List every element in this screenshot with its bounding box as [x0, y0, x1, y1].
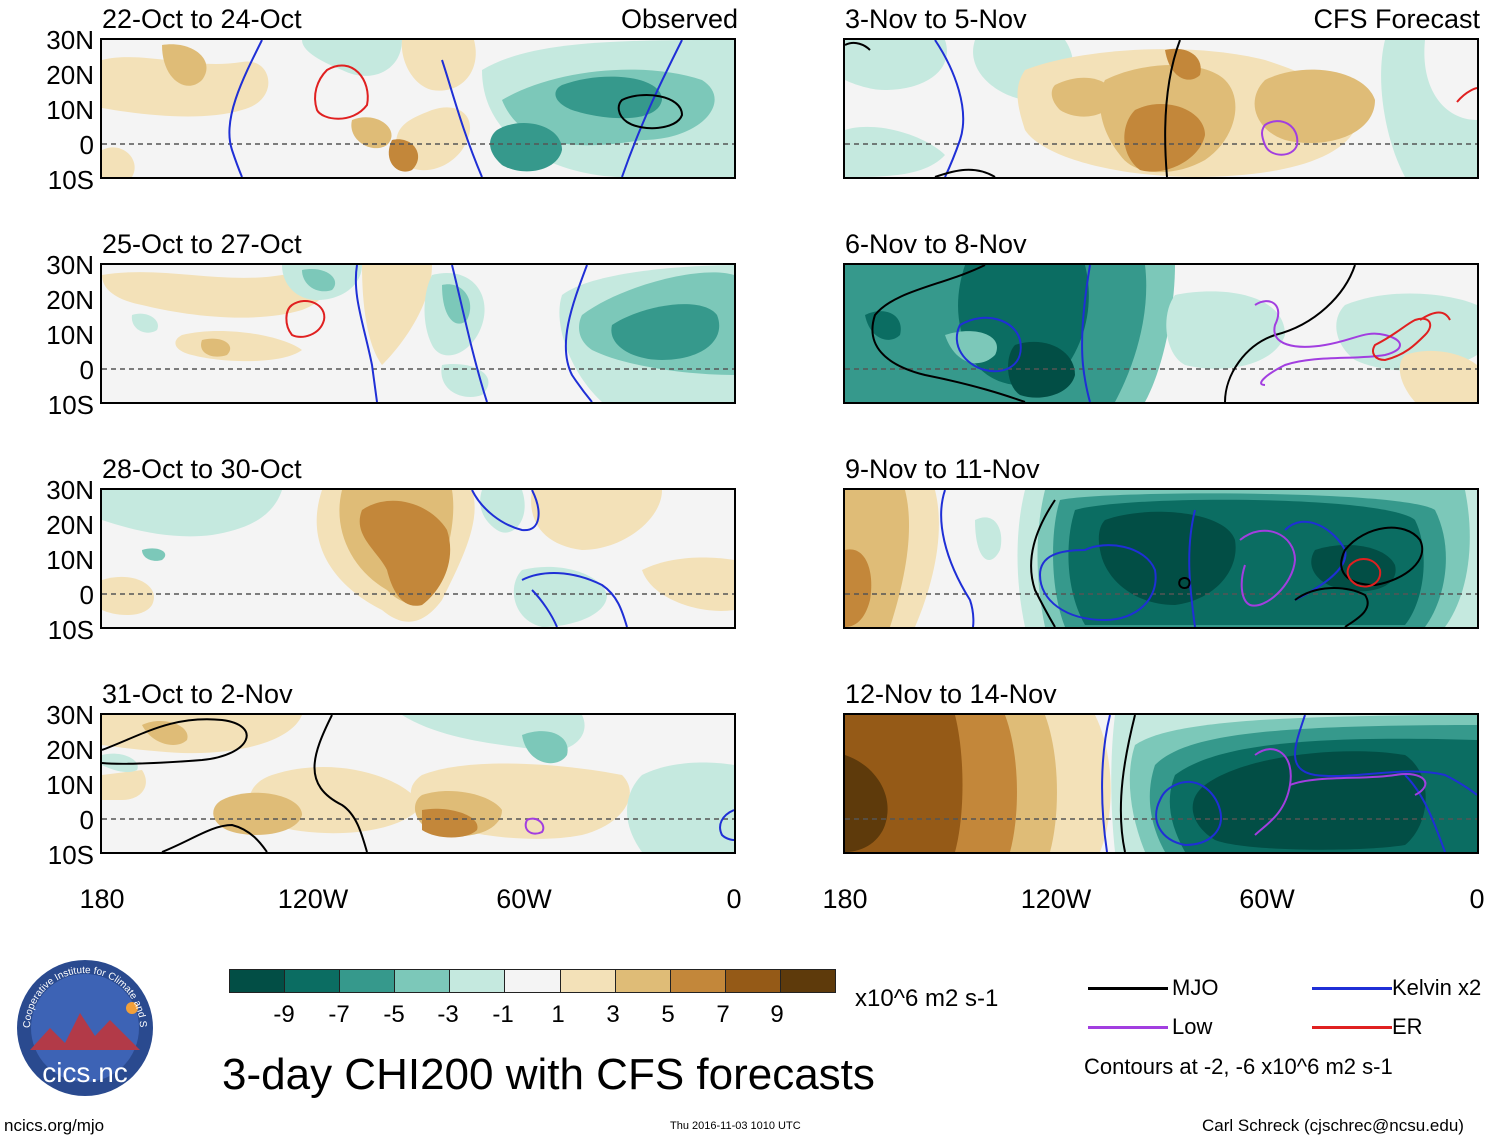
- colorbar-box: [394, 969, 451, 993]
- legend-label-low: Low: [1172, 1014, 1213, 1039]
- map-panel-8: [843, 713, 1479, 854]
- map-panel-4-plot: [102, 715, 734, 852]
- colorbar-tick: 7: [716, 1001, 730, 1028]
- colorbar-units: x10^6 m2 s-1: [855, 985, 999, 1012]
- x-tick: 0: [1469, 884, 1485, 914]
- y-tick: 30N: [46, 475, 94, 505]
- colorbar-box: [724, 969, 781, 993]
- x-tick: 180: [822, 884, 868, 914]
- y-tick: 20N: [46, 735, 94, 765]
- colorbar-box: [559, 969, 616, 993]
- panel-title-4: 31-Oct to 2-Nov: [102, 679, 293, 709]
- map-panel-7: [843, 488, 1479, 629]
- map-panel-3: [100, 488, 736, 629]
- y-tick: 0: [79, 130, 94, 160]
- x-tick: 180: [79, 884, 125, 914]
- colorbar-box: [284, 969, 341, 993]
- x-tick: 120W: [277, 884, 349, 914]
- y-tick: 10N: [46, 770, 94, 800]
- panel-title-5: 3-Nov to 5-Nov: [845, 4, 1027, 34]
- y-tick: 0: [79, 355, 94, 385]
- y-tick: 10N: [46, 320, 94, 350]
- colorbar-tick: 1: [551, 1001, 565, 1028]
- colorbar-box: [339, 969, 396, 993]
- legend-line-mjo: [1088, 987, 1168, 990]
- map-panel-1-plot: [102, 40, 734, 177]
- colorbar-tick: -5: [383, 1001, 405, 1028]
- colorbar-tick: -9: [273, 1001, 295, 1028]
- map-panel-6-plot: [845, 265, 1477, 402]
- legend-label-mjo: MJO: [1172, 975, 1219, 1000]
- cics-logo: Cooperative Institute for Climate and Sa…: [10, 958, 153, 1096]
- y-tick: 10S: [47, 390, 94, 420]
- x-tick: 60W: [496, 884, 552, 914]
- y-tick: 20N: [46, 510, 94, 540]
- colorbar-box: [669, 969, 726, 993]
- panel-title-3: 28-Oct to 30-Oct: [102, 454, 302, 484]
- y-tick: 10N: [46, 545, 94, 575]
- map-panel-8-plot: [845, 715, 1477, 852]
- x-tick: 120W: [1020, 884, 1092, 914]
- y-tick: 20N: [46, 285, 94, 315]
- colorbar-box: [779, 969, 836, 993]
- map-panel-5: [843, 38, 1479, 179]
- y-tick: 0: [79, 580, 94, 610]
- panel-title-7: 9-Nov to 11-Nov: [845, 454, 1040, 484]
- y-tick: 20N: [46, 60, 94, 90]
- panel-title-8: 12-Nov to 14-Nov: [845, 679, 1057, 709]
- colorbar-tick: -3: [437, 1001, 459, 1028]
- y-tick: 30N: [46, 25, 94, 55]
- x-tick: 0: [726, 884, 742, 914]
- legend-label-kelvin: Kelvin x2: [1392, 975, 1482, 1000]
- y-tick: 10S: [47, 165, 94, 195]
- panel-title-2: 25-Oct to 27-Oct: [102, 229, 302, 259]
- panel-title-6: 6-Nov to 8-Nov: [845, 229, 1027, 259]
- colorbar-tick: -7: [328, 1001, 350, 1028]
- y-tick: 0: [79, 805, 94, 835]
- legend-line-low: [1088, 1026, 1168, 1029]
- colorbar-tick: 9: [770, 1001, 784, 1028]
- panel-title-1: 22-Oct to 24-Oct: [102, 4, 302, 34]
- footer-timestamp: Thu 2016-11-03 1010 UTC: [670, 1120, 801, 1132]
- x-tick: 60W: [1239, 884, 1295, 914]
- map-panel-2-plot: [102, 265, 734, 402]
- y-tick: 30N: [46, 250, 94, 280]
- legend-line-kelvin: [1312, 987, 1392, 990]
- map-panel-5-plot: [845, 40, 1477, 177]
- map-panel-4: [100, 713, 736, 854]
- map-panel-3-plot: [102, 490, 734, 627]
- logo-name: cics.nc: [42, 1057, 128, 1088]
- map-panel-1: [100, 38, 736, 179]
- colorbar-box: [229, 969, 286, 993]
- y-tick: 10S: [47, 615, 94, 645]
- y-tick: 30N: [46, 700, 94, 730]
- colorbar-tick: 5: [661, 1001, 675, 1028]
- colorbar-tick: 3: [606, 1001, 620, 1028]
- legend-label-er: ER: [1392, 1014, 1423, 1039]
- colorbar-box: [614, 969, 671, 993]
- chart-title: 3-day CHI200 with CFS forecasts: [222, 1050, 875, 1099]
- forecast-label: CFS Forecast: [1313, 4, 1480, 34]
- footer-author: Carl Schreck (cjschrec@ncsu.edu): [1202, 1116, 1464, 1135]
- colorbar-tick: -1: [492, 1001, 514, 1028]
- legend-line-er: [1312, 1026, 1392, 1029]
- map-panel-2: [100, 263, 736, 404]
- colorbar-box: [449, 969, 506, 993]
- colorbar: [229, 969, 836, 997]
- map-panel-7-plot: [845, 490, 1477, 627]
- legend-note: Contours at -2, -6 x10^6 m2 s-1: [1084, 1054, 1393, 1079]
- y-tick: 10S: [47, 840, 94, 870]
- map-panel-6: [843, 263, 1479, 404]
- colorbar-box: [504, 969, 561, 993]
- observed-label: Observed: [620, 4, 738, 34]
- y-tick: 10N: [46, 95, 94, 125]
- footer-left-link[interactable]: ncics.org/mjo: [4, 1116, 105, 1135]
